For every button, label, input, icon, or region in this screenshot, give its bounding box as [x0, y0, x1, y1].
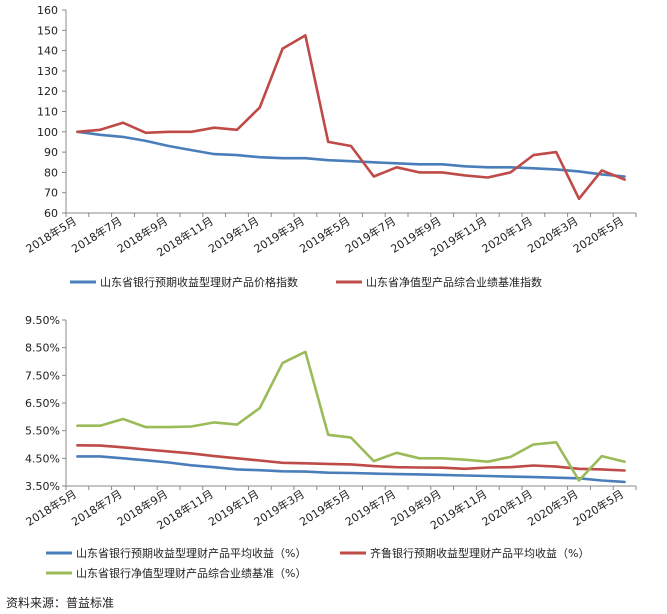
chart-average-yield: 3.50% 4.50% 5.50% 6.50% 7.50% 8.50% 9.50% 2018年… — [23, 314, 637, 580]
x-tick-label: 2019年5月 — [297, 487, 353, 529]
y-tick-label: 70 — [44, 187, 58, 200]
x-tick-label: 2019年7月 — [342, 487, 398, 529]
y-tick-label: 90 — [44, 146, 58, 159]
y-tick-label: 150 — [37, 24, 58, 37]
y-tick-label: 60 — [44, 207, 58, 220]
legend-label: 山东省银行净值型理财产品综合业绩基准（%） — [76, 566, 306, 580]
x-tick-label: 2020年1月 — [479, 487, 535, 529]
y-tick-label: 4.50% — [25, 452, 60, 465]
source-note: 资料来源：普益标准 — [6, 596, 115, 610]
legend-label: 山东省银行预期收益型理财产品价格指数 — [100, 275, 298, 289]
series-line — [76, 455, 626, 484]
y-tick-label: 120 — [37, 85, 58, 98]
y-tick-label: 160 — [37, 4, 58, 17]
x-tick-label: 2018年7月 — [69, 214, 125, 256]
legend-label: 齐鲁银行预期收益型理财产品平均收益（%） — [370, 546, 589, 560]
y-tick-label: 6.50% — [25, 397, 60, 410]
x-tick-label: 2020年5月 — [570, 487, 626, 529]
series-line — [76, 443, 626, 472]
x-tick-label: 2020年1月 — [479, 214, 535, 256]
x-tick-label: 2019年7月 — [342, 214, 398, 256]
y-tick-label: 130 — [37, 65, 58, 78]
y-tick-label: 9.50% — [25, 314, 60, 327]
x-tick-label: 2020年3月 — [525, 214, 581, 256]
x-tick-label: 2019年1月 — [206, 487, 262, 529]
y-tick-label: 5.50% — [25, 425, 60, 438]
y-tick-label: 140 — [37, 45, 58, 58]
series-line — [76, 350, 626, 482]
y-tick-label: 7.50% — [25, 369, 60, 382]
x-tick-label: 2018年7月 — [69, 487, 125, 529]
y-tick-label: 100 — [37, 126, 58, 139]
y-tick-label: 8.50% — [25, 342, 60, 355]
y-tick-label: 3.50% — [25, 480, 60, 493]
x-tick-label: 2019年3月 — [251, 487, 307, 529]
legend-label: 山东省净值型产品综合业绩基准指数 — [366, 275, 542, 289]
chart-price-index: 607080901001101201301401501602018年5月2018… — [23, 4, 637, 289]
x-tick-label: 2020年3月 — [525, 487, 581, 529]
x-tick-label: 2020年5月 — [570, 214, 626, 256]
x-tick-label: 2019年1月 — [206, 214, 262, 256]
x-tick-label: 2019年3月 — [251, 214, 307, 256]
legend-label: 山东省银行预期收益型理财产品平均收益（%） — [76, 546, 306, 560]
y-tick-label: 80 — [44, 166, 58, 179]
series-line — [76, 130, 626, 178]
y-tick-label: 110 — [37, 106, 58, 119]
series-line — [76, 34, 626, 201]
x-tick-label: 2019年5月 — [297, 214, 353, 256]
